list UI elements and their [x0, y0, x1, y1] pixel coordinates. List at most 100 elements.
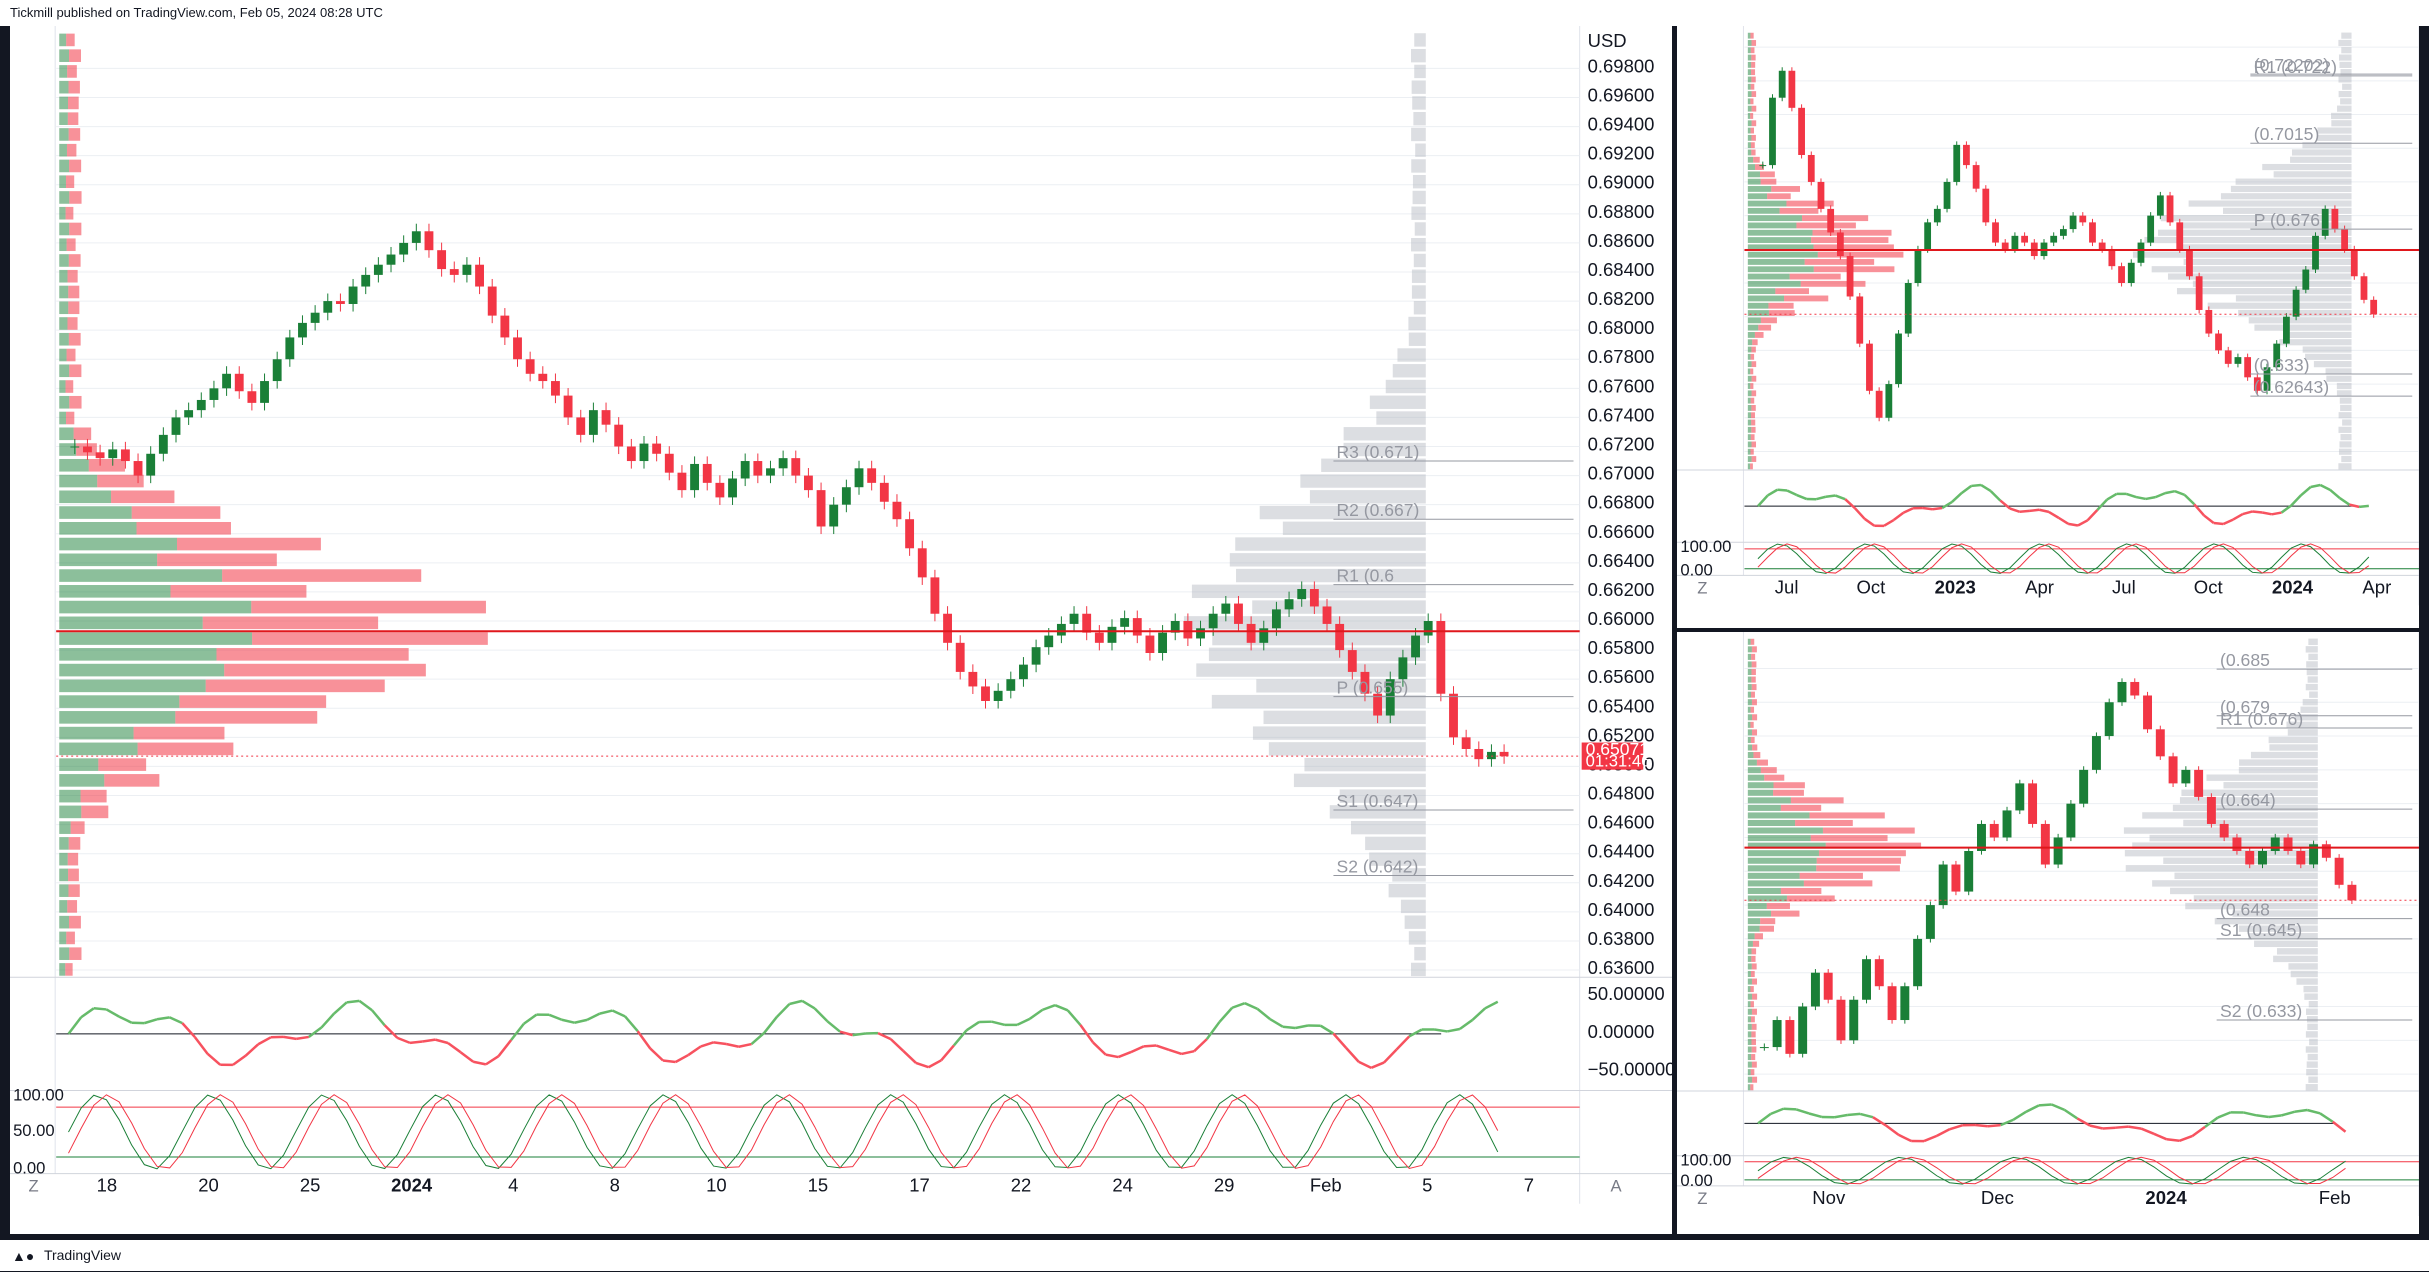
session-volume-bar — [2231, 186, 2352, 192]
candle-body — [1487, 752, 1496, 759]
x-tick-label: 2023 — [1935, 576, 1976, 597]
osc1-segment — [2330, 490, 2340, 498]
candle-body — [2108, 249, 2115, 266]
session-volume-bar — [2254, 325, 2351, 331]
volume-profile-bar-down — [1751, 677, 1755, 683]
volume-profile-bar-up — [1748, 646, 1752, 652]
session-volume-bar — [2288, 729, 2318, 735]
volume-profile-bar-up — [1748, 201, 1787, 207]
daily-chart-panel[interactable]: USD0.685000.680000.675000.670000.665000.… — [1677, 632, 2419, 1234]
osc1-segment — [2039, 1104, 2052, 1105]
candle-body — [2232, 837, 2241, 851]
volume-profile-bar-down — [1752, 994, 1757, 1000]
candle-body — [2370, 300, 2377, 314]
session-volume-bar — [2308, 639, 2317, 645]
osc1-segment — [789, 1001, 802, 1004]
y-tick-label: 0.68600 — [1588, 230, 1655, 251]
volume-profile-bar-up — [1748, 744, 1752, 750]
volume-profile-bar-up — [1748, 449, 1751, 455]
volume-profile-bar-down — [1752, 40, 1757, 46]
volume-profile-bar-down — [1751, 639, 1755, 645]
y-tick-label: 0.66000 — [1588, 608, 1655, 629]
volume-profile-bar-up — [59, 932, 66, 945]
session-volume-bar — [2239, 759, 2318, 765]
daily-chart[interactable]: USD0.685000.680000.675000.670000.665000.… — [1677, 632, 2419, 1234]
volume-profile-bar-up — [59, 853, 68, 866]
publish-info: Tickmill published on TradingView.com, F… — [10, 5, 383, 20]
x-tick-label: Dec — [1981, 1187, 2014, 1208]
volume-profile-bar-down — [69, 396, 81, 409]
volume-profile-bar-up — [59, 49, 69, 62]
volume-profile-bar-up — [1748, 737, 1751, 743]
session-volume-bar — [1409, 931, 1426, 944]
x-tick-label: Nov — [1812, 1187, 1846, 1208]
volume-profile-bar-up — [1748, 274, 1790, 280]
osc1-segment — [2068, 524, 2078, 526]
weekly-chart-panel[interactable]: USD0.730000.720000.710000.700000.690000.… — [1677, 26, 2419, 628]
candle-body — [2322, 844, 2331, 858]
session-volume-bar — [1412, 270, 1426, 283]
osc1-segment — [2020, 511, 2030, 512]
volume-profile-bar-down — [203, 617, 378, 630]
osc1-segment — [423, 1040, 436, 1042]
candle-body — [2079, 216, 2086, 223]
volume-profile-bar-down — [132, 506, 221, 519]
pivot-label: S1 (0.645) — [2220, 920, 2302, 940]
brand-label[interactable]: TradingView — [44, 1247, 121, 1263]
y-tick-label: 0.66400 — [1588, 550, 1655, 571]
session-volume-bar — [2342, 419, 2351, 425]
session-volume-bar — [2339, 62, 2351, 68]
volume-profile-bar-down — [66, 34, 74, 47]
osc1-segment — [1758, 1114, 1771, 1124]
session-volume-bar — [1415, 144, 1426, 157]
candle-body — [425, 231, 434, 250]
osc1-segment — [827, 1021, 840, 1031]
volume-profile-bar-up — [59, 695, 179, 708]
weekly-chart[interactable]: USD0.730000.720000.710000.700000.690000.… — [1677, 26, 2419, 628]
osc1-segment — [1952, 493, 1962, 502]
volume-profile-bar-down — [1752, 1039, 1756, 1045]
session-volume-bar — [1212, 632, 1426, 645]
volume-profile-bar-up — [59, 443, 76, 456]
volume-profile-bar-down — [66, 412, 74, 425]
main-chart[interactable]: USD0.698000.696000.694000.692000.690000.… — [10, 26, 1672, 1234]
osc1-segment — [448, 1043, 461, 1052]
volume-profile-bar-up — [59, 112, 68, 125]
x-tick-label: 17 — [909, 1175, 930, 1196]
volume-profile-bar-up — [59, 412, 66, 425]
session-volume-bar — [2306, 684, 2318, 690]
volume-profile-bar-up — [1748, 106, 1752, 112]
osc1-segment — [284, 1037, 297, 1039]
candle-body — [1785, 1020, 1794, 1054]
volume-profile-bar-up — [1748, 310, 1769, 316]
session-volume-bar — [1411, 128, 1426, 141]
candle-body — [1973, 165, 1980, 189]
session-volume-bar — [2331, 113, 2352, 119]
candle-body — [1500, 752, 1509, 756]
osc1-segment — [397, 1038, 410, 1043]
volume-profile-bar-up — [1748, 193, 1767, 199]
y-tick-label: 0.69800 — [1588, 55, 1655, 76]
candle-body — [1120, 618, 1129, 627]
session-volume-bar — [2287, 332, 2351, 338]
osc1-segment — [2291, 495, 2301, 505]
volume-profile-bar-up — [59, 837, 68, 850]
volume-profile-bar-up — [59, 349, 66, 362]
volume-profile-bar-down — [1752, 376, 1757, 382]
y-tick-label: 0.68800 — [1588, 201, 1655, 222]
x-tick-label: 8 — [610, 1175, 620, 1196]
candle-body — [1926, 905, 1935, 939]
volume-profile-bar-up — [1748, 281, 1801, 287]
session-volume-bar — [1235, 537, 1426, 550]
tradingview-logo-icon[interactable]: ▲● — [12, 1241, 34, 1272]
osc1-segment — [246, 1044, 259, 1056]
candle-body — [500, 316, 509, 338]
candle-body — [1773, 1020, 1782, 1047]
session-volume-bar — [2309, 691, 2318, 697]
candle-body — [1082, 614, 1091, 633]
candle-body — [2138, 243, 2145, 263]
x-tick-label: Apr — [2362, 576, 2391, 597]
volume-profile-bar-down — [1757, 760, 1768, 766]
session-volume-bar — [2126, 865, 2318, 871]
